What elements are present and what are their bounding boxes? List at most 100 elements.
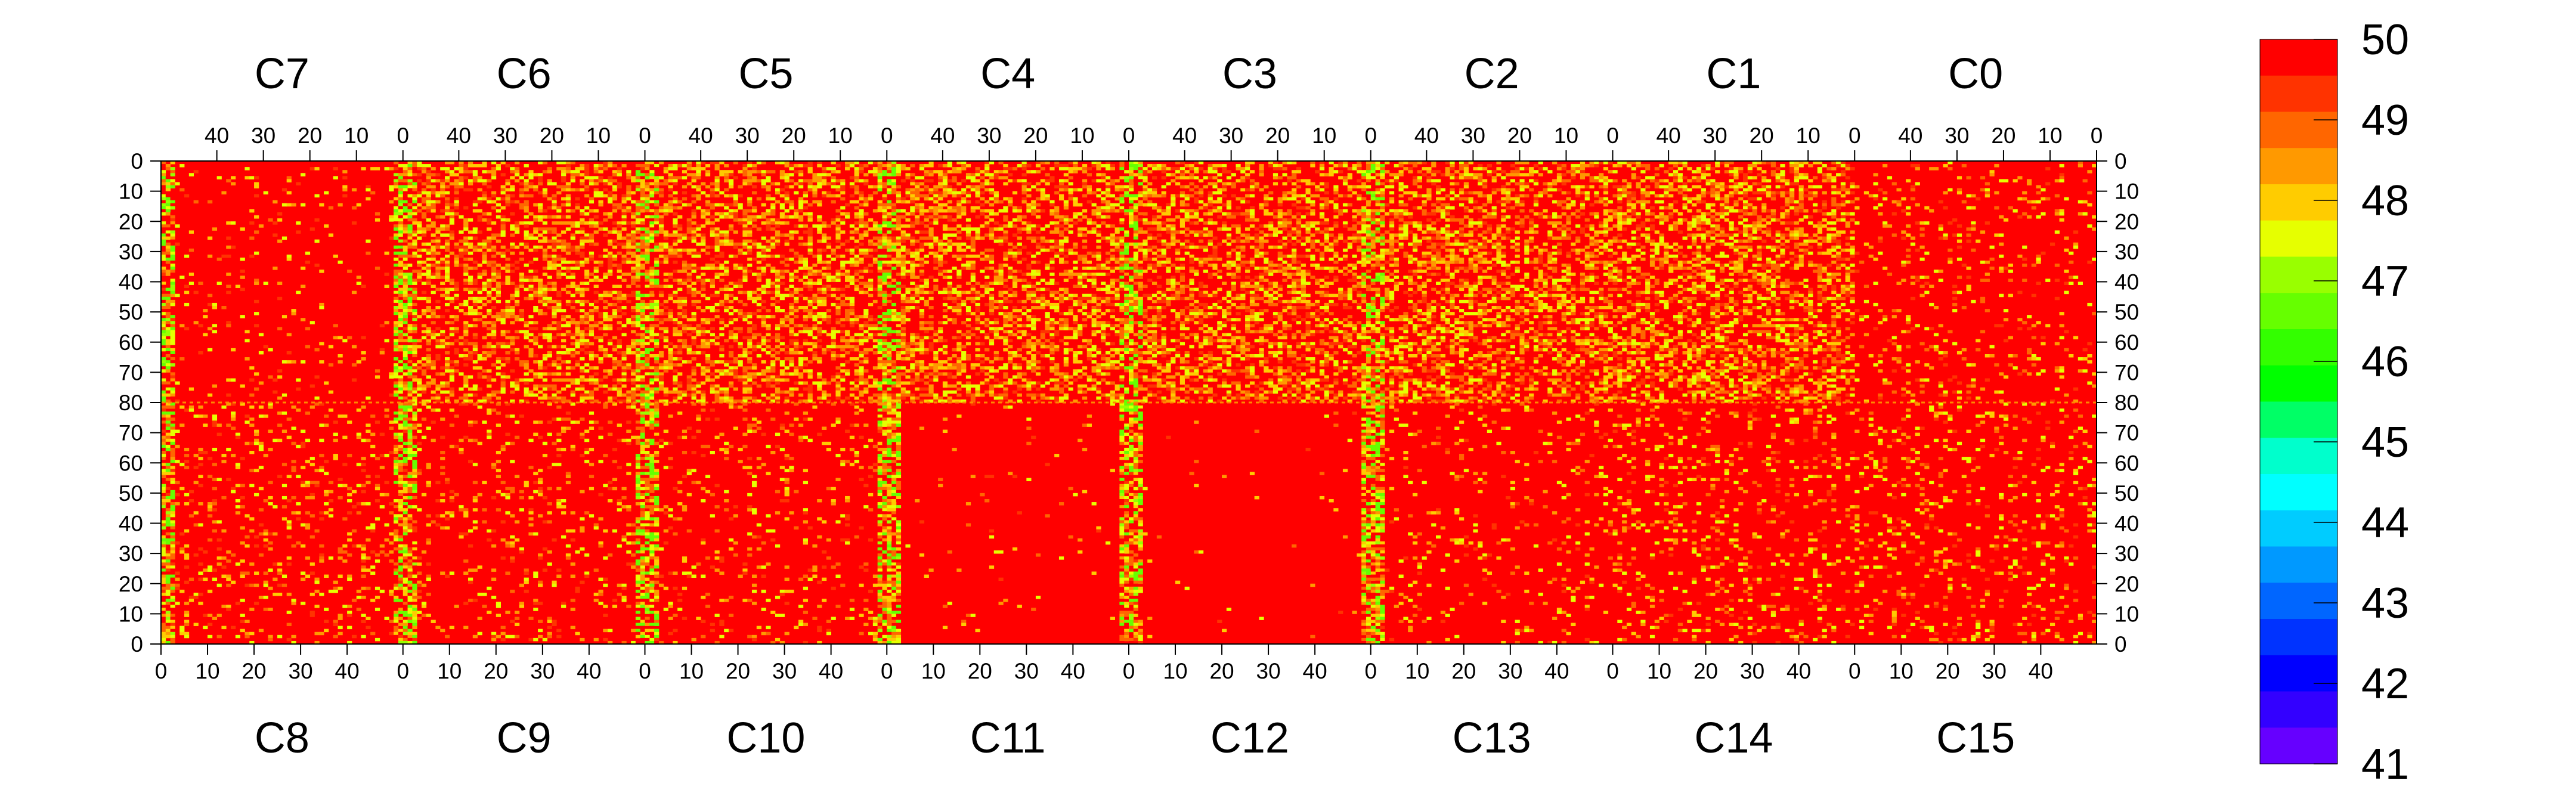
heatmap-cell: [1459, 248, 1465, 252]
heatmap-cell: [924, 185, 929, 188]
heatmap-cell: [1719, 233, 1725, 237]
heatmap-cell: [1161, 248, 1166, 252]
heatmap-cell: [1212, 200, 1218, 204]
heatmap-cell: [254, 182, 259, 185]
heatmap-cell: [803, 191, 808, 195]
heatmap-cell: [1645, 239, 1651, 243]
heatmap-cell: [1143, 242, 1148, 246]
heatmap-cell: [1152, 215, 1157, 219]
heatmap-cell: [487, 212, 492, 216]
heatmap-cell: [612, 227, 618, 231]
heatmap-cell: [1063, 227, 1069, 231]
heatmap-cell: [170, 197, 175, 201]
heatmap-cell: [1315, 188, 1320, 192]
heatmap-cell: [1091, 221, 1097, 225]
heatmap-cell: [500, 191, 506, 195]
heatmap-cell: [1747, 164, 1753, 168]
heatmap-cell: [742, 173, 748, 177]
heatmap-cell: [1910, 242, 1916, 246]
heatmap-cell: [1747, 248, 1753, 252]
heatmap-cell: [742, 209, 748, 213]
heatmap-cell: [900, 197, 906, 201]
heatmap-cell: [467, 230, 473, 234]
heatmap-cell: [1268, 227, 1274, 231]
heatmap-cell: [1682, 236, 1688, 240]
heatmap-cell: [1035, 215, 1041, 219]
heatmap-cell: [822, 167, 827, 171]
heatmap-cell: [565, 188, 571, 192]
heatmap-cell: [1626, 242, 1632, 246]
heatmap-cell: [454, 182, 459, 185]
heatmap-cell: [1640, 203, 1646, 207]
heatmap-cell: [319, 203, 324, 207]
heatmap-cell: [1952, 233, 1958, 237]
heatmap-cell: [989, 236, 995, 240]
heatmap-cell: [658, 161, 664, 165]
heatmap-cell: [891, 245, 897, 249]
heatmap-cell: [1179, 173, 1185, 177]
heatmap-cell: [1491, 170, 1497, 174]
heatmap-cell: [1086, 191, 1092, 195]
heatmap-cell: [668, 164, 673, 168]
heatmap-cell: [402, 224, 408, 228]
heatmap-cell: [1277, 215, 1283, 219]
heatmap-cell: [1524, 185, 1530, 188]
heatmap-cell: [1766, 185, 1772, 188]
heatmap-cell: [440, 188, 445, 192]
heatmap-cell: [1543, 242, 1548, 246]
heatmap-cell: [1445, 236, 1450, 240]
heatmap-cell: [1603, 179, 1609, 182]
heatmap-cell: [1710, 209, 1716, 213]
heatmap-cell: [1631, 212, 1636, 216]
heatmap-cell: [1626, 200, 1632, 204]
heatmap-cell: [696, 206, 701, 210]
heatmap-cell: [556, 167, 562, 171]
heatmap-cell: [1403, 209, 1408, 213]
heatmap-cell: [328, 206, 334, 210]
heatmap-cell: [649, 206, 655, 210]
heatmap-cell: [1152, 194, 1157, 198]
heatmap-cell: [645, 200, 650, 204]
heatmap-cell: [1594, 179, 1599, 182]
heatmap-cell: [933, 239, 939, 243]
heatmap-cell: [1259, 236, 1264, 240]
heatmap-cell: [724, 236, 729, 240]
heatmap-cell: [1361, 248, 1367, 252]
heatmap-cell: [631, 212, 636, 216]
heatmap-cell: [547, 179, 552, 182]
heatmap-cell: [1491, 206, 1497, 210]
heatmap-cell: [691, 251, 696, 255]
heatmap-cell: [877, 179, 883, 182]
heatmap-cell: [1031, 170, 1036, 174]
heatmap-cell: [724, 194, 729, 198]
heatmap-cell: [859, 242, 864, 246]
heatmap-cell: [1971, 194, 1976, 198]
heatmap-cell: [589, 179, 595, 182]
heatmap-cell: [1370, 215, 1376, 219]
heatmap-cell: [589, 224, 595, 228]
heatmap-cell: [775, 221, 781, 225]
heatmap-cell: [1184, 215, 1190, 219]
heatmap-cell: [673, 176, 678, 179]
heatmap-cell: [2064, 197, 2069, 201]
heatmap-cell: [1785, 203, 1790, 207]
heatmap-cell: [1333, 164, 1339, 168]
heatmap-cell: [919, 203, 925, 207]
heatmap-cell: [714, 185, 720, 188]
heatmap-cell: [510, 185, 515, 188]
heatmap-cell: [1817, 209, 1823, 213]
heatmap-cell: [505, 248, 510, 252]
heatmap-cell: [882, 245, 887, 249]
heatmap-cell: [1245, 233, 1250, 237]
heatmap-cell: [1482, 203, 1488, 207]
heatmap-cell: [1478, 242, 1483, 246]
heatmap-cell: [1272, 215, 1278, 219]
heatmap-cell: [775, 230, 781, 234]
heatmap-cell: [314, 239, 320, 243]
heatmap-cell: [663, 212, 668, 216]
heatmap-cell: [1747, 245, 1753, 249]
heatmap-cell: [1296, 200, 1302, 204]
heatmap-cell: [1375, 242, 1380, 246]
heatmap-cell: [1305, 200, 1311, 204]
heatmap-cell: [515, 179, 520, 182]
